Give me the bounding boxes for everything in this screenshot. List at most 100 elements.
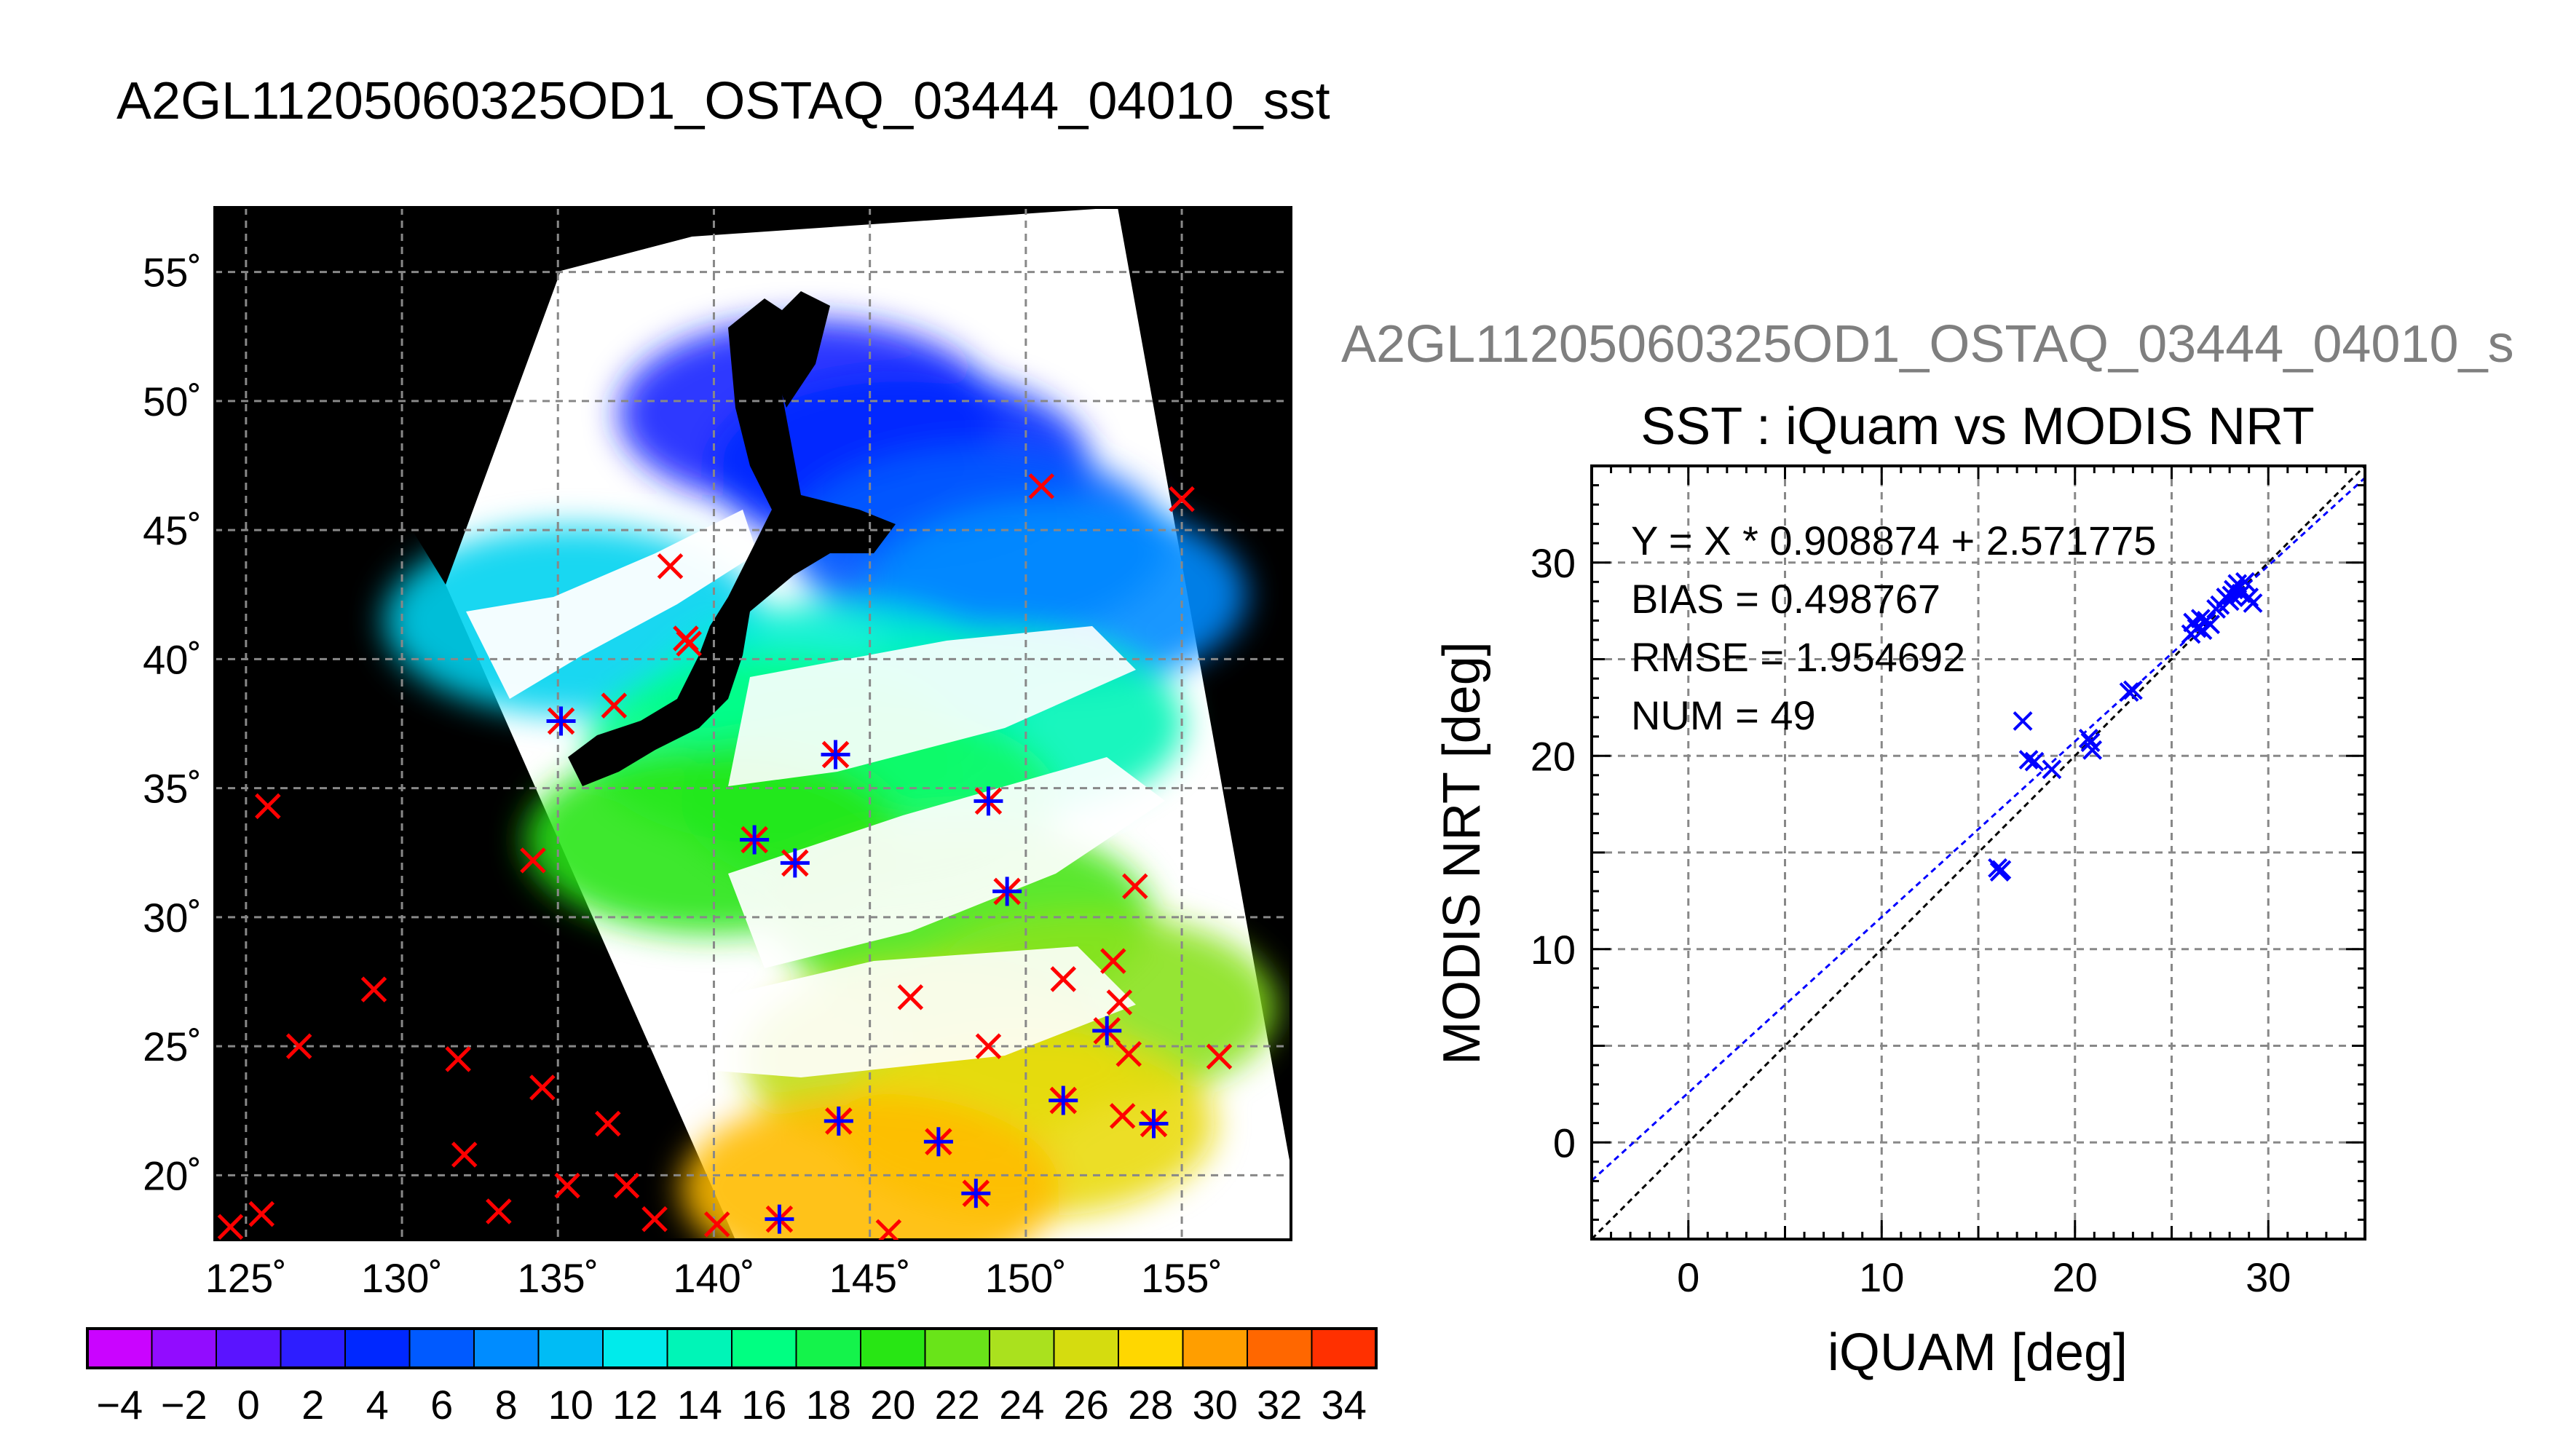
scatter-point [2024, 751, 2045, 772]
insitu-marker [875, 1219, 902, 1240]
insitu-marker-stroke [676, 630, 702, 657]
insitu-marker [451, 1142, 478, 1168]
scatter-point-stroke [2018, 750, 2039, 769]
insitu-marker-stroke [529, 1075, 556, 1101]
scatter-point [2042, 759, 2062, 780]
scatter-plot: SST : iQuam vs MODIS NRT 0 10 20 300102030 … [1433, 397, 2366, 1382]
insitu-marker [641, 1206, 668, 1233]
mainland-land [215, 207, 692, 585]
insitu-marker [285, 1033, 312, 1059]
matchup-marker [1139, 1109, 1169, 1139]
matchup-marker [546, 706, 576, 736]
scatter-point-stroke [2206, 599, 2226, 619]
insitu-marker [248, 1200, 275, 1227]
cloud-area [728, 757, 1165, 968]
scatter-gridlines [1592, 466, 2365, 1239]
scatter-point-stroke [2082, 740, 2103, 760]
insitu-marker-stroke [657, 553, 684, 579]
y-tick-label: 30 [1531, 540, 1576, 586]
cloud-area [684, 946, 1136, 1077]
insitu-marker-stroke [248, 1200, 275, 1227]
insitu-marker-stroke [1050, 966, 1077, 992]
matchup-marker [992, 877, 1022, 906]
insitu-marker [1169, 486, 1195, 513]
scatter-point-stroke [2200, 614, 2221, 635]
insitu-marker-stroke [445, 1046, 471, 1072]
colorbar-tick-label: 10 [548, 1382, 593, 1428]
insitu-marker [897, 984, 924, 1010]
matchup-marker [974, 786, 1003, 816]
colorbar-segment [151, 1329, 217, 1368]
colorbar-tick-label: −2 [161, 1382, 208, 1428]
colorbar-segment [1311, 1329, 1377, 1368]
insitu-marker [529, 1075, 556, 1101]
colorbar-tick-label: 28 [1128, 1382, 1173, 1428]
lat-tick-label: 35˚ [143, 766, 202, 812]
insitu-marker [360, 976, 387, 1002]
figure-title: A2GL11205060325OD1_OSTAQ_03444_04010_sst [117, 72, 1330, 130]
insitu-marker [255, 793, 281, 820]
insitu-marker-stroke [595, 1110, 621, 1137]
stat-line: BIAS = 0.498767 [1631, 576, 1940, 622]
colorbar-segment [409, 1329, 475, 1368]
scatter-point-stroke [2013, 711, 2033, 731]
stat-line: RMSE = 1.954692 [1631, 634, 1965, 680]
scatter-point-stroke [2042, 759, 2062, 780]
lon-tick-label: 145˚ [829, 1255, 911, 1301]
colorbar-tick-label: 4 [366, 1382, 389, 1428]
scatter-points [1988, 571, 2263, 882]
lat-tick-label: 20˚ [143, 1152, 202, 1198]
insitu-marker [975, 1033, 1002, 1059]
scatter-stats: Y = X * 0.908874 + 2.571775 BIAS = 0.4987… [1631, 518, 2156, 738]
insitu-marker-stroke [878, 1219, 902, 1240]
y-tick-label: 20 [1531, 733, 1576, 779]
insitu-marker-stroke [601, 692, 628, 719]
matchup-marker [740, 825, 770, 855]
scatter-point [2206, 599, 2226, 619]
colorbar-segment [216, 1329, 281, 1368]
insitu-marker [554, 1172, 580, 1199]
insitu-marker [1100, 948, 1126, 974]
colorbar-segment [925, 1329, 990, 1368]
cloud-area [728, 626, 1136, 786]
insitu-marker [613, 1172, 640, 1199]
y-tick-label: 0 [1553, 1120, 1576, 1166]
insitu-marker-stroke [1206, 1043, 1233, 1070]
colorbar-segment [87, 1329, 152, 1368]
y-tick-label: 10 [1531, 927, 1576, 973]
scatter-point [2013, 711, 2033, 731]
lat-tick-label: 40˚ [143, 636, 202, 682]
scatter-point [2018, 750, 2039, 769]
insitu-marker-stroke [1109, 1103, 1136, 1129]
colorbar-tick-label: 2 [301, 1382, 324, 1428]
insitu-marker-stroke [975, 1033, 1002, 1059]
insitu-marker-stroke [554, 1172, 580, 1199]
stat-line: Y = X * 0.908874 + 2.571775 [1631, 518, 2156, 563]
lat-tick-label: 30˚ [143, 895, 202, 941]
insitu-marker-stroke [451, 1142, 478, 1168]
colorbar-segment [1247, 1329, 1312, 1368]
scatter-point-stroke [2219, 591, 2240, 612]
insitu-marker [1028, 473, 1055, 499]
japan-land [568, 298, 896, 786]
colorbar-tick-label: −4 [96, 1382, 143, 1428]
insitu-marker-stroke [703, 1211, 730, 1238]
lon-tick-label: 130˚ [361, 1255, 443, 1301]
insitu-marker [1115, 1040, 1142, 1067]
sst-colorbar: −4 −2 0 2 4 6 8 10 12 14 16 18 20 22 24 26 28 30 32 34 [86, 1327, 1378, 1428]
map-tick-labels: 125˚ 130˚ 135˚ 140˚ 145˚ 150˚ 155˚ 20˚ 25˚ 30˚ 35˚… [143, 250, 1223, 1301]
x-axis-label: iQUAM [deg] [1828, 1324, 2128, 1382]
lat-tick-label: 25˚ [143, 1024, 202, 1069]
colorbar-segment [603, 1329, 668, 1368]
scatter-point [2219, 591, 2240, 612]
scatter-point [2122, 680, 2143, 700]
insitu-marker [601, 692, 628, 719]
matchup-marker [923, 1127, 953, 1157]
insitu-marker-stroke [217, 1214, 244, 1240]
scatter-point-stroke [2080, 732, 2101, 753]
x-tick-label: 0 [1677, 1254, 1699, 1300]
colorbar-tick-label: 14 [677, 1382, 722, 1428]
colorbar-tick-label: 6 [430, 1382, 453, 1428]
scatter-point [1991, 860, 2012, 880]
scatter-point-stroke [2243, 593, 2263, 613]
